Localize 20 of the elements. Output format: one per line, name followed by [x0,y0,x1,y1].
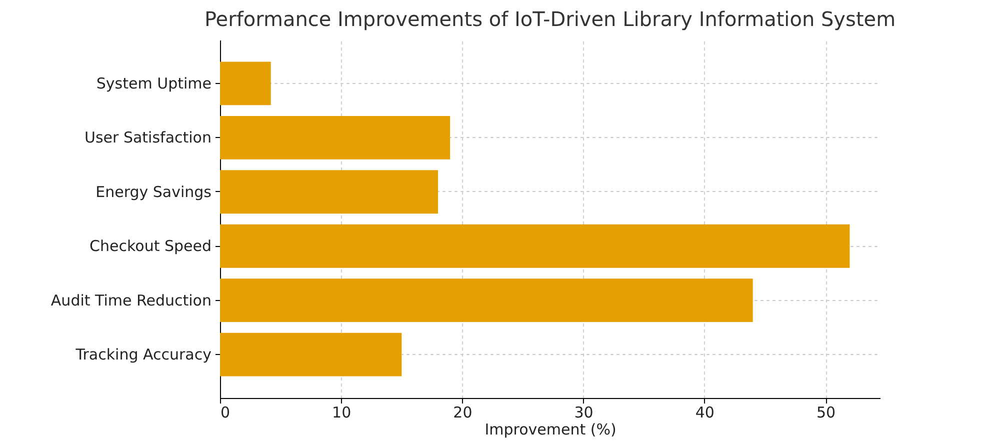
bar [220,332,402,376]
x-tick-label: 0 [220,404,230,422]
bar [220,224,850,268]
y-tick-label: Audit Time Reduction [50,291,212,310]
bar [220,170,438,214]
y-tick-label: Checkout Speed [90,237,212,256]
y-tick-label: User Satisfaction [84,128,212,147]
x-tick-label: 10 [332,404,352,422]
bar [220,116,450,160]
bar [220,62,271,106]
y-tick-label: System Uptime [96,74,212,92]
x-tick-label: 50 [816,404,836,422]
x-tick-label: 20 [453,404,472,422]
chart-title: Performance Improvements of IoT-Driven Library Information System [204,7,896,31]
x-tick-label: 30 [574,404,594,422]
x-tick-label: 40 [695,404,714,422]
y-tick-label: Tracking Accuracy [74,346,212,364]
y-tick-label: Energy Savings [96,182,212,201]
bar [220,278,753,322]
x-axis-title: Improvement (%) [484,420,616,438]
